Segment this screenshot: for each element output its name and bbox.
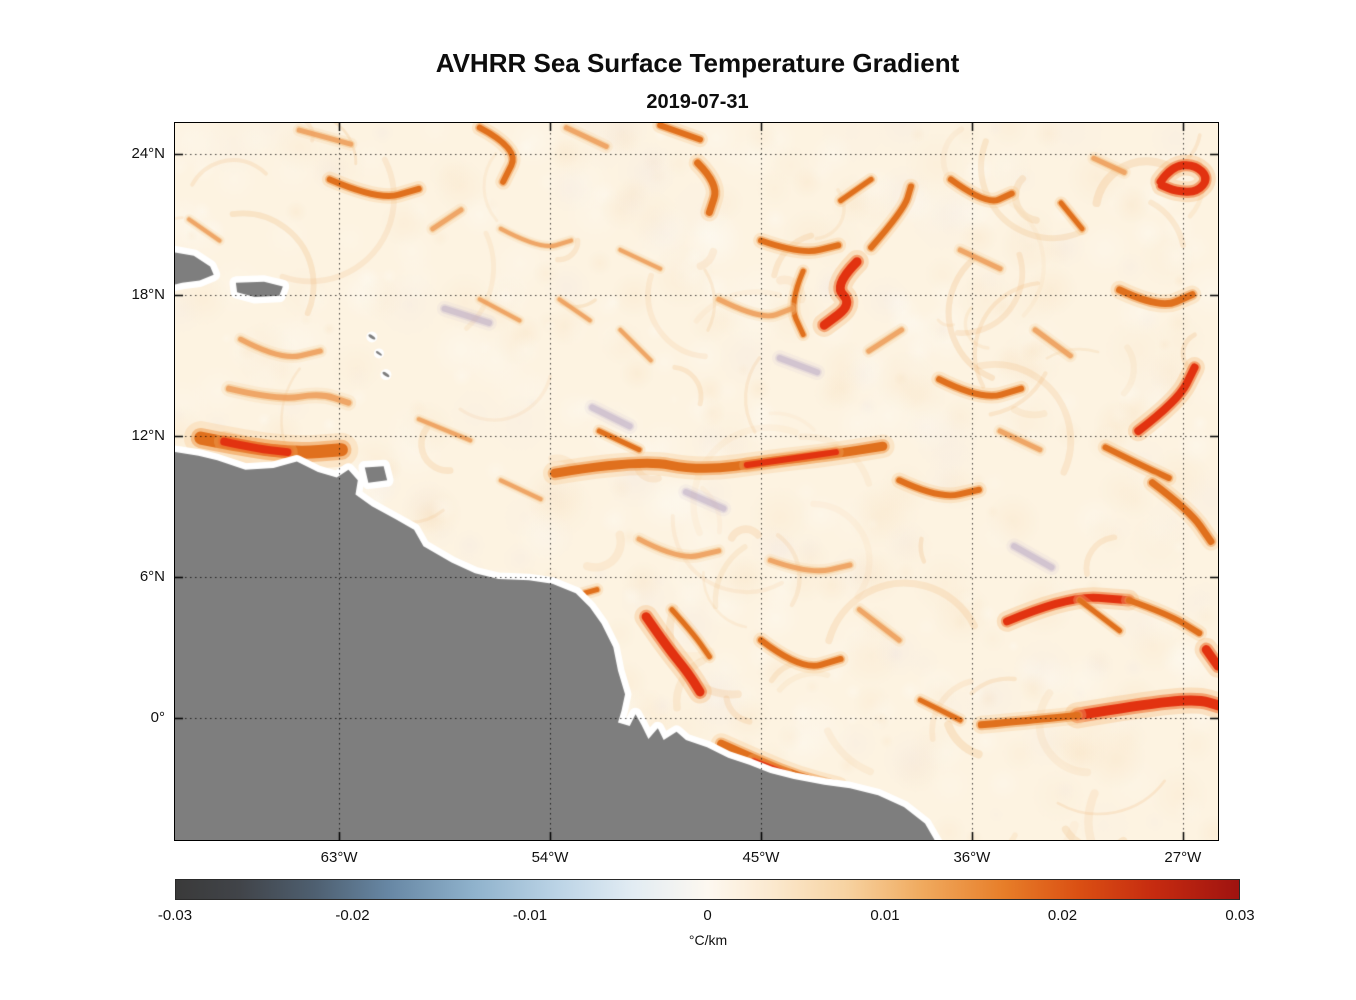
- y-tick-label: 18°N: [131, 285, 165, 303]
- colorbar-label: °C/km: [688, 932, 728, 948]
- y-tick-label: 12°N: [131, 426, 165, 444]
- colorbar-gradient: [176, 880, 1239, 899]
- colorbar-tick-label: 0.03: [1225, 907, 1255, 924]
- colorbar-tick-label: -0.01: [512, 907, 548, 924]
- chart-subtitle: 2019-07-31: [646, 91, 749, 113]
- colorbar-tick-label: 0.01: [870, 907, 900, 924]
- colorbar-tick-label: -0.03: [157, 907, 193, 924]
- map-axes: [174, 122, 1219, 841]
- colorbar-tick-label: 0.02: [1047, 907, 1078, 924]
- colorbar-tick-label: 0: [703, 907, 712, 924]
- sst-gradient-heatmap: [175, 123, 1218, 840]
- chart-title: AVHRR Sea Surface Temperature Gradient: [435, 48, 960, 78]
- x-tick-label: 63°W: [320, 849, 358, 866]
- x-tick-label: 27°W: [1164, 849, 1202, 866]
- colorbar: [175, 879, 1240, 900]
- x-tick-label: 45°W: [742, 849, 780, 866]
- y-tick-label: 24°N: [131, 144, 165, 162]
- y-tick-label: 6°N: [139, 567, 165, 585]
- y-tick-label: 0°: [150, 708, 165, 726]
- x-tick-label: 54°W: [531, 849, 569, 866]
- colorbar-tick-label: -0.02: [335, 907, 370, 924]
- x-tick-label: 36°W: [953, 849, 991, 866]
